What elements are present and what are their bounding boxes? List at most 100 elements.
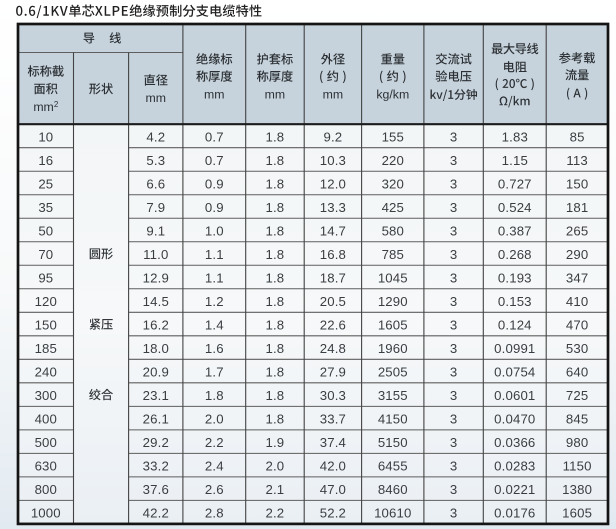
svg-text:155: 155 — [382, 129, 404, 144]
svg-text:37.4: 37.4 — [320, 435, 346, 450]
svg-text:0.124: 0.124 — [498, 317, 532, 332]
svg-text:3: 3 — [450, 270, 457, 285]
svg-text:290: 290 — [566, 247, 588, 262]
svg-text:0.387: 0.387 — [498, 223, 532, 238]
svg-text:2.2: 2.2 — [205, 435, 224, 450]
svg-text:1.83: 1.83 — [502, 129, 528, 144]
svg-text:0.727: 0.727 — [498, 176, 532, 191]
svg-text:3: 3 — [450, 129, 457, 144]
svg-text:30.3: 30.3 — [320, 388, 346, 403]
svg-text:20.5: 20.5 — [320, 294, 346, 309]
svg-text:2.8: 2.8 — [205, 505, 224, 520]
svg-text:1.8: 1.8 — [266, 317, 285, 332]
svg-text:3155: 3155 — [378, 388, 408, 403]
svg-text:27.9: 27.9 — [320, 364, 346, 379]
svg-text:1045: 1045 — [378, 270, 408, 285]
svg-text:6455: 6455 — [378, 458, 408, 473]
svg-text:9.2: 9.2 — [324, 129, 343, 144]
svg-text:8460: 8460 — [378, 482, 408, 497]
svg-text:470: 470 — [566, 317, 588, 332]
svg-text:1.8: 1.8 — [266, 270, 285, 285]
svg-text:980: 980 — [566, 435, 588, 450]
svg-text:95: 95 — [38, 270, 53, 285]
svg-text:3: 3 — [450, 317, 457, 332]
svg-text:3: 3 — [450, 200, 457, 215]
svg-text:0.7: 0.7 — [205, 153, 224, 168]
svg-text:4.2: 4.2 — [146, 129, 165, 144]
svg-text:1.7: 1.7 — [205, 364, 224, 379]
svg-text:240: 240 — [35, 364, 57, 379]
svg-text:18.7: 18.7 — [320, 270, 346, 285]
svg-text:50: 50 — [38, 223, 53, 238]
svg-text:1.8: 1.8 — [266, 129, 285, 144]
svg-text:630: 630 — [35, 458, 57, 473]
svg-text:18.0: 18.0 — [143, 341, 169, 356]
svg-text:2.6: 2.6 — [205, 482, 224, 497]
svg-text:mm: mm — [265, 88, 286, 102]
svg-text:0.0991: 0.0991 — [494, 341, 535, 356]
svg-text:300: 300 — [35, 388, 57, 403]
svg-text:3: 3 — [450, 153, 457, 168]
svg-text:29.2: 29.2 — [143, 435, 169, 450]
svg-text:0.268: 0.268 — [498, 247, 532, 262]
svg-text:1.8: 1.8 — [266, 388, 285, 403]
svg-text:113: 113 — [566, 153, 587, 168]
svg-text:320: 320 — [382, 176, 404, 191]
svg-text:12.0: 12.0 — [320, 176, 346, 191]
svg-text:1.9: 1.9 — [266, 435, 285, 450]
svg-text:220: 220 — [382, 153, 404, 168]
svg-text:16: 16 — [38, 153, 53, 168]
svg-text:150: 150 — [35, 317, 57, 332]
svg-text:10.3: 10.3 — [320, 153, 346, 168]
svg-text:3: 3 — [450, 458, 457, 473]
svg-text:1960: 1960 — [378, 341, 408, 356]
svg-text:800: 800 — [35, 482, 57, 497]
svg-text:0.524: 0.524 — [498, 200, 532, 215]
svg-text:0.0221: 0.0221 — [494, 482, 535, 497]
svg-text:1.8: 1.8 — [266, 176, 285, 191]
svg-text:1605: 1605 — [562, 505, 592, 520]
svg-text:580: 580 — [382, 223, 404, 238]
svg-text:150: 150 — [566, 176, 588, 191]
svg-text:7.9: 7.9 — [146, 200, 165, 215]
svg-text:845: 845 — [566, 411, 588, 426]
svg-text:mm: mm — [323, 88, 344, 102]
svg-text:1.8: 1.8 — [266, 294, 285, 309]
svg-text:16.8: 16.8 — [320, 247, 346, 262]
svg-text:1.0: 1.0 — [205, 223, 224, 238]
svg-text:42.0: 42.0 — [320, 458, 346, 473]
svg-text:2505: 2505 — [378, 364, 408, 379]
svg-text:1000: 1000 — [31, 505, 61, 520]
svg-text:2.0: 2.0 — [205, 411, 224, 426]
svg-text:1.8: 1.8 — [205, 388, 224, 403]
svg-text:26.1: 26.1 — [143, 411, 169, 426]
svg-text:0.0470: 0.0470 — [494, 411, 535, 426]
svg-text:14.7: 14.7 — [320, 223, 346, 238]
svg-text:mm: mm — [146, 91, 167, 105]
svg-text:9.1: 9.1 — [146, 223, 165, 238]
svg-text:1.8: 1.8 — [266, 223, 285, 238]
svg-text:3: 3 — [450, 435, 457, 450]
svg-text:3: 3 — [450, 341, 457, 356]
svg-text:1.8: 1.8 — [266, 247, 285, 262]
svg-text:10610: 10610 — [374, 505, 411, 520]
svg-text:33.2: 33.2 — [143, 458, 169, 473]
svg-text:725: 725 — [566, 388, 588, 403]
svg-text:mm: mm — [204, 88, 225, 102]
svg-text:1.2: 1.2 — [205, 294, 224, 309]
svg-text:42.2: 42.2 — [143, 505, 169, 520]
svg-text:1150: 1150 — [563, 458, 592, 473]
svg-text:3: 3 — [450, 364, 457, 379]
svg-text:85: 85 — [570, 129, 585, 144]
svg-text:410: 410 — [566, 294, 588, 309]
svg-text:22.6: 22.6 — [320, 317, 346, 332]
svg-text:785: 785 — [382, 247, 404, 262]
svg-text:3: 3 — [450, 388, 457, 403]
svg-text:0.0366: 0.0366 — [494, 435, 535, 450]
svg-text:3: 3 — [450, 294, 457, 309]
svg-text:11.0: 11.0 — [143, 247, 168, 262]
svg-text:6.6: 6.6 — [146, 176, 165, 191]
svg-text:52.2: 52.2 — [320, 505, 346, 520]
svg-text:1.8: 1.8 — [266, 200, 285, 215]
svg-text:5.3: 5.3 — [146, 153, 165, 168]
